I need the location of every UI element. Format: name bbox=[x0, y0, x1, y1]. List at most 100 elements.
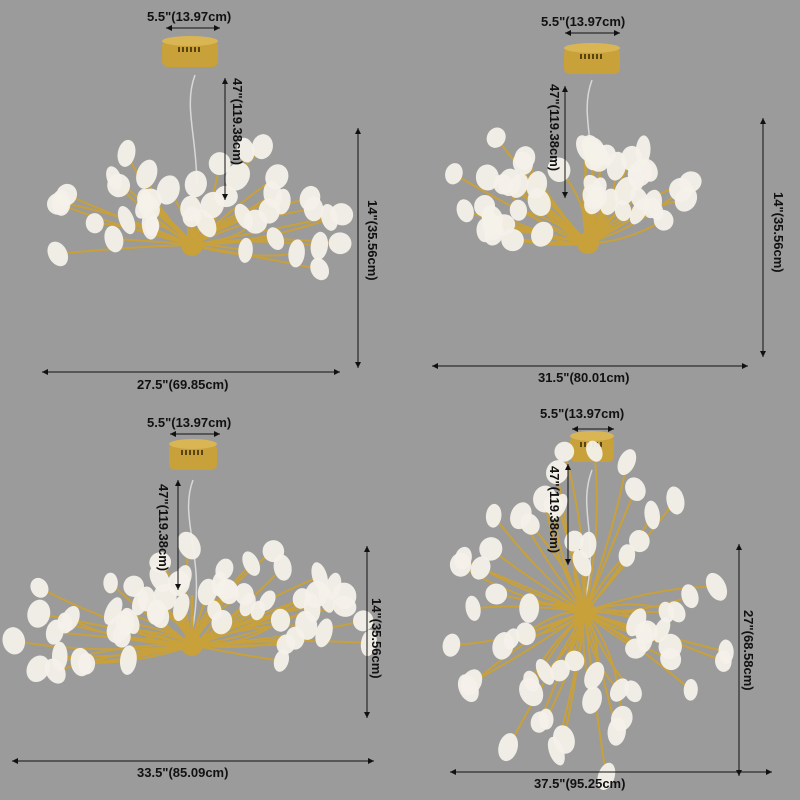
leaf-shade bbox=[237, 137, 255, 163]
leaf-shade bbox=[135, 194, 154, 219]
height-dimension-line-arrowhead bbox=[364, 712, 370, 718]
chandelier-panel-2: 5.5"(13.97cm) 47"(119.38cm) 14"(35.56cm)… bbox=[400, 0, 800, 400]
leaf-shade bbox=[273, 554, 292, 581]
leaf-shade bbox=[27, 599, 51, 628]
leaf-shade bbox=[470, 556, 491, 580]
leaf-shade bbox=[119, 645, 137, 675]
width-label: 33.5"(85.09cm) bbox=[137, 765, 229, 780]
leaf-shade bbox=[449, 553, 472, 577]
width-label: 37.5"(95.25cm) bbox=[534, 776, 626, 791]
leaf-shade bbox=[584, 662, 605, 690]
canopy-vent bbox=[596, 54, 598, 59]
leaf-shade bbox=[614, 176, 637, 206]
canopy-dimension-line-arrowhead bbox=[170, 431, 176, 437]
canopy-vent bbox=[185, 450, 187, 455]
canopy bbox=[162, 41, 218, 67]
canopy-vent bbox=[592, 54, 594, 59]
canopy-vent bbox=[584, 54, 586, 59]
leaf-shade bbox=[51, 641, 68, 672]
leaf-shade bbox=[584, 190, 604, 215]
height-label: 14"(35.56cm) bbox=[369, 598, 384, 679]
leaf-shade bbox=[624, 680, 642, 703]
branch bbox=[507, 611, 586, 748]
leaf-shade bbox=[167, 570, 190, 596]
leaf-shade bbox=[538, 708, 554, 730]
width-dimension-line-arrowhead bbox=[42, 369, 48, 375]
leaf-shade bbox=[579, 531, 597, 559]
leaf-shade bbox=[276, 634, 296, 655]
canopy-top bbox=[570, 431, 614, 441]
leaf-shade bbox=[498, 733, 519, 762]
branch bbox=[584, 461, 628, 613]
leaf-shade bbox=[250, 600, 266, 621]
height-dimension-line-arrowhead bbox=[355, 128, 361, 134]
leaf-shade bbox=[225, 162, 251, 191]
chandelier-illustration-3 bbox=[2, 431, 377, 764]
leaf-shade bbox=[666, 486, 685, 515]
cord-dimension-line-arrowhead bbox=[175, 480, 181, 486]
canopy bbox=[564, 48, 620, 74]
leaf-shade bbox=[103, 572, 118, 594]
leaf-shade bbox=[460, 669, 483, 696]
cord-dimension-line-arrowhead bbox=[222, 78, 228, 84]
leaf-shade bbox=[509, 199, 528, 221]
canopy-top bbox=[162, 36, 218, 46]
height-label: 14"(35.56cm) bbox=[771, 192, 786, 273]
canopy-vent bbox=[194, 47, 196, 52]
cord-dimension-line-arrowhead bbox=[565, 464, 571, 470]
leaf-shade bbox=[625, 638, 647, 659]
leaf-shade bbox=[479, 537, 503, 561]
leaf-shade bbox=[442, 633, 461, 657]
leaf-shade bbox=[485, 503, 502, 528]
leaf-shade bbox=[251, 134, 273, 160]
leaf-shade bbox=[117, 139, 136, 167]
leaf-shade bbox=[26, 655, 50, 683]
canopy-vent bbox=[201, 450, 203, 455]
leaf-shade bbox=[531, 221, 554, 247]
cord-length-label: 47"(119.38cm) bbox=[230, 78, 245, 166]
leaf-shade bbox=[509, 173, 529, 198]
leaf-shade bbox=[618, 544, 636, 567]
leaf-shade bbox=[353, 610, 374, 632]
canopy-vent bbox=[588, 54, 590, 59]
cord-length-label: 47"(119.38cm) bbox=[547, 466, 562, 554]
leaf-shade bbox=[318, 584, 335, 613]
width-dimension-line-arrowhead bbox=[742, 363, 748, 369]
leaf-shade bbox=[288, 239, 305, 268]
leaf-shade bbox=[330, 203, 354, 226]
leaf-shade bbox=[156, 175, 180, 205]
leaf-shade bbox=[503, 628, 520, 650]
leaf-shade bbox=[533, 485, 557, 513]
leaf-shade bbox=[85, 213, 104, 234]
leaf-shade bbox=[519, 593, 540, 623]
leaf-shade bbox=[173, 593, 190, 622]
leaf-shade bbox=[642, 189, 663, 219]
leaf-shade bbox=[360, 629, 377, 657]
leaf-shade bbox=[30, 577, 49, 598]
leaf-shade bbox=[146, 599, 166, 625]
cord-dimension-line-arrowhead bbox=[562, 192, 568, 198]
height-dimension-line-arrowhead bbox=[760, 351, 766, 357]
leaf-shade bbox=[211, 571, 227, 596]
canopy-width-label: 5.5"(13.97cm) bbox=[541, 14, 626, 29]
chandelier-panel-4: 5.5"(13.97cm) 47"(119.38cm) 47"(119.38cm… bbox=[400, 400, 800, 800]
leaf-shade bbox=[582, 686, 602, 714]
chandelier-panel-1: 5.5"(13.97cm) 47"(119.38cm) 14"(35.56cm)… bbox=[0, 0, 400, 400]
canopy-dimension-line-arrowhead bbox=[572, 426, 578, 432]
canopy-width-label: 5.5"(13.97cm) bbox=[147, 415, 232, 430]
height-label: 27"(68.58cm) bbox=[741, 610, 756, 691]
canopy-vent bbox=[181, 450, 183, 455]
leaf-shade bbox=[614, 200, 632, 222]
leaf-shade bbox=[550, 659, 570, 682]
leaf-shade bbox=[243, 209, 268, 234]
leaf-shade bbox=[658, 633, 682, 660]
leaf-shade bbox=[107, 173, 131, 198]
leaf-shade bbox=[515, 622, 536, 646]
leaf-shade bbox=[104, 225, 124, 253]
leaf-shade bbox=[681, 584, 699, 609]
hub-sphere bbox=[577, 232, 599, 254]
canopy-vent bbox=[600, 442, 602, 447]
leaf-shade bbox=[115, 609, 135, 636]
leaf-shade bbox=[586, 440, 603, 462]
leaf-shade bbox=[718, 639, 734, 664]
